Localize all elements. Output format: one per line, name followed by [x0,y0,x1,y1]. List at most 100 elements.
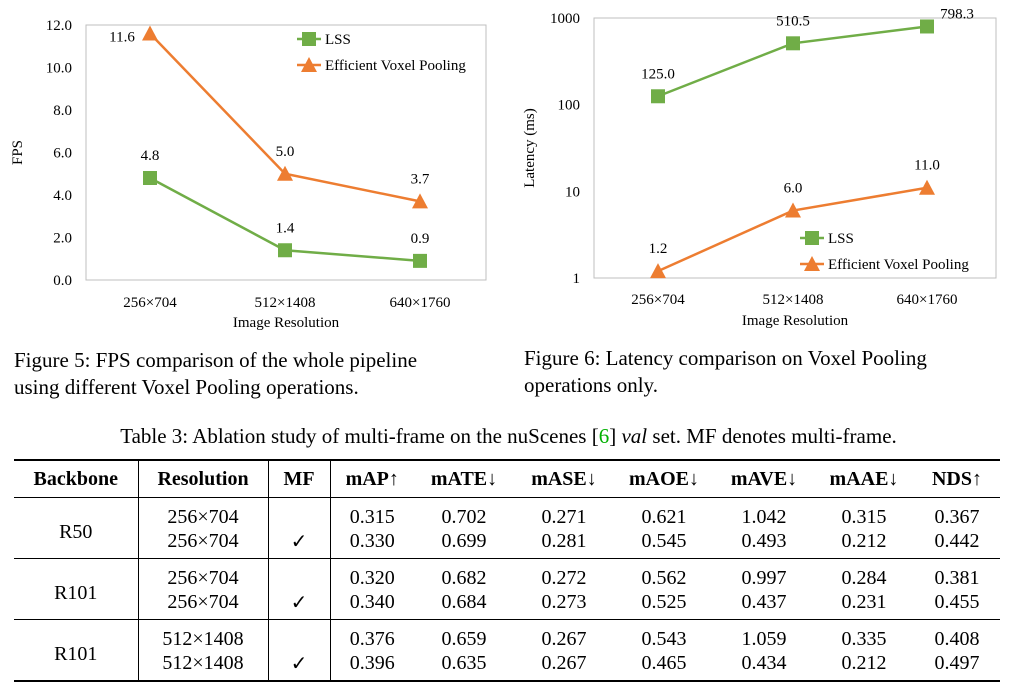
data-label: 1.2 [649,241,668,257]
cell-backbone: R101 [14,558,139,620]
table-row: R50 256×704 0.315 0.702 0.271 0.621 1.04… [14,497,1000,559]
cell-maoe: 0.545 [641,530,687,552]
legend-marker-square [805,231,819,245]
cell-mf-check: ✓ [268,529,331,559]
y-axis-label: Latency (ms) [522,108,538,188]
header-maae: mAAE↓ [814,460,914,498]
cell-mate: 0.699 [441,530,487,552]
cell-mate: 0.682 [441,567,487,589]
data-label: 11.6 [109,30,135,46]
cell-mf [268,558,331,590]
data-point-square [413,253,427,268]
figure5-caption: Figure 5: FPS comparison of the whole pi… [14,347,504,401]
fps-chart-container: 0.0 2.0 4.0 6.0 8.0 10.0 12.0 256×704 512×1408 64… [0,0,500,340]
cell-nds: 0.408 [934,628,980,650]
cell-mave: 1.059 [741,628,787,650]
figure6-caption: Figure 6: Latency comparison on Voxel Po… [524,345,1014,399]
plot-area [593,17,997,279]
table-row: R101 256×704 0.320 0.682 0.272 0.562 0.9… [14,558,1000,620]
header-map: mAP↑ [330,460,414,498]
cell-resolution: 512×1408 [138,619,269,651]
table-group: R101 512×1408 0.376 0.659 0.267 0.543 1.… [14,619,1000,681]
legend-label: LSS [828,231,854,247]
data-label: 4.8 [141,148,160,164]
data-point-square [143,171,157,185]
latency-chart-container: 1 10 100 1000 256×704 512×1408 640×1760 Image R… [510,0,1017,340]
cell-maae: 0.335 [841,628,887,650]
header-mate: mATE↓ [414,460,514,498]
cell-maae: 0.212 [841,652,887,674]
table-header-row: Backbone Resolution MF mAP↑ mATE↓ mASE↓ … [14,460,1000,498]
table-caption-post: set. MF denotes multi-frame. [647,424,897,448]
cell-mase: 0.272 [541,567,587,589]
cell-mate: 0.659 [441,628,487,650]
cell-resolution: 256×704 [138,590,269,620]
header-maoe: mAOE↓ [614,460,714,498]
data-label: 11.0 [914,158,940,174]
cell-maae: 0.284 [841,567,887,589]
table-row: 256×704 ✓ 0.340 0.684 0.273 0.525 0.437 … [14,590,1000,620]
header-mave: mAVE↓ [714,460,814,498]
y-tick-label: 0.0 [53,273,72,289]
cell-map: 0.396 [349,652,395,674]
cell-maae: 0.212 [841,530,887,552]
x-axis-label: Image Resolution [233,315,340,331]
y-tick-label: 12.0 [46,18,72,34]
cell-mase: 0.273 [541,591,587,613]
table-group: R50 256×704 0.315 0.702 0.271 0.621 1.04… [14,497,1000,559]
cell-map: 0.376 [349,628,395,650]
latency-chart: 1 10 100 1000 256×704 512×1408 640×1760 Image R… [522,6,997,329]
cell-mate: 0.635 [441,652,487,674]
cell-nds: 0.442 [934,530,980,552]
x-tick-label: 512×1408 [763,292,824,308]
legend-label: Efficient Voxel Pooling [828,257,969,273]
legend-marker-triangle [301,57,317,72]
x-tick-label: 640×1760 [897,292,958,308]
data-point-square [786,36,800,51]
cell-backbone: R50 [14,497,139,559]
data-point-triangle [785,202,801,218]
cell-map: 0.315 [349,506,395,528]
legend-label: Efficient Voxel Pooling [325,58,466,74]
y-tick-label: 6.0 [53,146,72,162]
ablation-table: Backbone Resolution MF mAP↑ mATE↓ mASE↓ … [14,459,1000,682]
data-label: 3.7 [411,171,430,187]
header-mase: mASE↓ [514,460,614,498]
table-row: 256×704 ✓ 0.330 0.699 0.281 0.545 0.493 … [14,529,1000,559]
y-tick-label: 10 [565,184,580,200]
table-caption-pre: Table 3: Ablation study of multi-frame o… [120,424,599,448]
cell-resolution: 512×1408 [138,651,269,681]
cell-nds: 0.367 [934,506,980,528]
data-label: 1.4 [276,220,295,236]
cell-maae: 0.315 [841,506,887,528]
y-tick-label: 8.0 [53,103,72,119]
header-backbone: Backbone [14,460,139,498]
cell-mave: 0.434 [741,652,787,674]
data-point-square [920,19,934,34]
x-tick-label: 256×704 [123,295,177,311]
citation-link[interactable]: 6 [598,424,610,448]
x-tick-label: 256×704 [631,292,685,308]
cell-mf [268,619,331,651]
cell-resolution: 256×704 [138,497,269,529]
cell-maoe: 0.525 [641,591,687,613]
plot-area [85,24,487,281]
cell-nds: 0.381 [934,567,980,589]
cell-resolution: 256×704 [138,558,269,590]
legend-marker-triangle [804,256,820,271]
cell-mave: 0.437 [741,591,787,613]
fps-chart: 0.0 2.0 4.0 6.0 8.0 10.0 12.0 256×704 512×1408 64… [10,18,487,331]
y-tick-label: 1000 [550,11,580,27]
table-row: R101 512×1408 0.376 0.659 0.267 0.543 1.… [14,619,1000,681]
cell-nds: 0.497 [934,652,980,674]
data-point-square [278,243,292,258]
x-tick-label: 512×1408 [255,295,316,311]
data-label: 0.9 [411,231,430,247]
cell-mate: 0.702 [441,506,487,528]
y-tick-label: 2.0 [53,231,72,247]
legend-label: LSS [325,32,351,48]
figure5-caption-line2: using different Voxel Pooling operations… [14,375,359,399]
table-group: R101 256×704 0.320 0.682 0.272 0.562 0.9… [14,558,1000,620]
table-caption-mid: ] [609,424,622,448]
data-point-triangle [277,165,293,181]
